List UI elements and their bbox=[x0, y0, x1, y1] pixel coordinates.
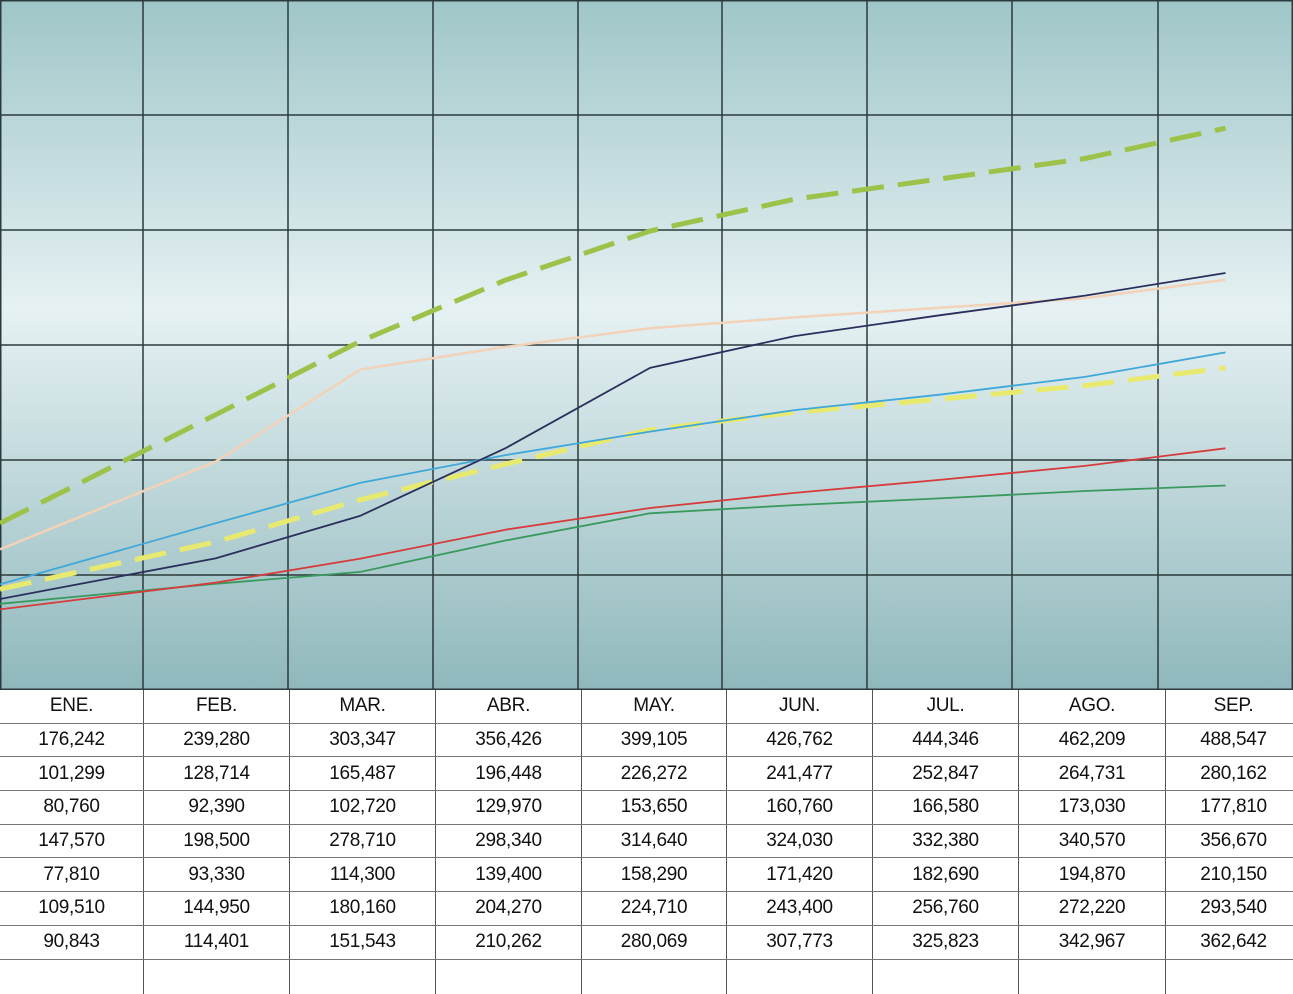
table-cell: 272,220 bbox=[1019, 892, 1166, 926]
table-cell: 165,487 bbox=[290, 757, 436, 791]
table-cell: 332,380 bbox=[873, 824, 1019, 858]
table-cell: 198,500 bbox=[144, 824, 290, 858]
table-cell: 342,967 bbox=[1019, 925, 1166, 959]
month-label: JUN. bbox=[727, 690, 873, 723]
table-cell: 426,762 bbox=[727, 723, 873, 757]
data-table: ENE.FEB.MAR.ABR.MAY.JUN.JUL.AGO.SEP.176,… bbox=[0, 690, 1293, 994]
table-cell: 210,150 bbox=[1166, 858, 1293, 892]
table-cell: 153,650 bbox=[582, 791, 727, 825]
table-cell: 77,810 bbox=[0, 858, 144, 892]
month-label: FEB. bbox=[144, 690, 290, 723]
table-cell: 252,847 bbox=[873, 757, 1019, 791]
table-cell: 194,870 bbox=[1019, 858, 1166, 892]
table-cell: 114,300 bbox=[290, 858, 436, 892]
month-label: ENE. bbox=[0, 690, 144, 723]
table-cell: 280,069 bbox=[582, 925, 727, 959]
month-label: AGO. bbox=[1019, 690, 1166, 723]
table-cell: 92,390 bbox=[144, 791, 290, 825]
table-cell: 298,340 bbox=[436, 824, 582, 858]
table-cell: 224,710 bbox=[582, 892, 727, 926]
table-cell-empty bbox=[1166, 959, 1293, 994]
table-cell: 243,400 bbox=[727, 892, 873, 926]
table-cell: 180,160 bbox=[290, 892, 436, 926]
table-cell: 158,290 bbox=[582, 858, 727, 892]
month-label: MAY. bbox=[582, 690, 727, 723]
table-cell: 80,760 bbox=[0, 791, 144, 825]
table-cell: 293,540 bbox=[1166, 892, 1293, 926]
table-cell: 307,773 bbox=[727, 925, 873, 959]
table-cell: 160,760 bbox=[727, 791, 873, 825]
table-cell: 90,843 bbox=[0, 925, 144, 959]
table-cell: 226,272 bbox=[582, 757, 727, 791]
table-cell: 102,720 bbox=[290, 791, 436, 825]
table-cell: 340,570 bbox=[1019, 824, 1166, 858]
table-cell: 151,543 bbox=[290, 925, 436, 959]
table-cell: 177,810 bbox=[1166, 791, 1293, 825]
table-cell: 399,105 bbox=[582, 723, 727, 757]
table-cell-empty bbox=[1019, 959, 1166, 994]
table-cell: 114,401 bbox=[144, 925, 290, 959]
line-chart bbox=[0, 0, 1293, 690]
table-cell: 129,970 bbox=[436, 791, 582, 825]
month-label: SEP. bbox=[1166, 690, 1293, 723]
table-header-row: ENE.FEB.MAR.ABR.MAY.JUN.JUL.AGO.SEP. bbox=[0, 690, 1293, 723]
month-label: JUL. bbox=[873, 690, 1019, 723]
table-cell: 256,760 bbox=[873, 892, 1019, 926]
table-cell: 362,642 bbox=[1166, 925, 1293, 959]
table-cell: 210,262 bbox=[436, 925, 582, 959]
table-cell: 93,330 bbox=[144, 858, 290, 892]
table-cell: 314,640 bbox=[582, 824, 727, 858]
table-cell: 139,400 bbox=[436, 858, 582, 892]
month-label: ABR. bbox=[436, 690, 582, 723]
table-row-empty bbox=[0, 959, 1293, 994]
table-cell-empty bbox=[727, 959, 873, 994]
table-cell-empty bbox=[0, 959, 144, 994]
table-cell-empty bbox=[582, 959, 727, 994]
month-label: MAR. bbox=[290, 690, 436, 723]
table-cell: 324,030 bbox=[727, 824, 873, 858]
table-cell: 109,510 bbox=[0, 892, 144, 926]
table-cell: 144,950 bbox=[144, 892, 290, 926]
table-cell: 356,670 bbox=[1166, 824, 1293, 858]
table-cell: 173,030 bbox=[1019, 791, 1166, 825]
table-cell: 356,426 bbox=[436, 723, 582, 757]
table-cell: 278,710 bbox=[290, 824, 436, 858]
table-cell: 204,270 bbox=[436, 892, 582, 926]
table-cell: 147,570 bbox=[0, 824, 144, 858]
table-cell: 264,731 bbox=[1019, 757, 1166, 791]
table-cell: 176,242 bbox=[0, 723, 144, 757]
table-cell-empty bbox=[144, 959, 290, 994]
table-cell: 488,547 bbox=[1166, 723, 1293, 757]
table-cell: 241,477 bbox=[727, 757, 873, 791]
table-cell: 239,280 bbox=[144, 723, 290, 757]
table-cell: 182,690 bbox=[873, 858, 1019, 892]
table-cell: 166,580 bbox=[873, 791, 1019, 825]
table-cell: 101,299 bbox=[0, 757, 144, 791]
table-cell: 171,420 bbox=[727, 858, 873, 892]
table-cell-empty bbox=[873, 959, 1019, 994]
table-cell: 128,714 bbox=[144, 757, 290, 791]
table-cell: 303,347 bbox=[290, 723, 436, 757]
table-cell: 444,346 bbox=[873, 723, 1019, 757]
table-cell: 280,162 bbox=[1166, 757, 1293, 791]
table-cell-empty bbox=[436, 959, 582, 994]
table-cell-empty bbox=[290, 959, 436, 994]
table-cell: 462,209 bbox=[1019, 723, 1166, 757]
table-cell: 325,823 bbox=[873, 925, 1019, 959]
chart-plot-area bbox=[0, 0, 1293, 690]
table-cell: 196,448 bbox=[436, 757, 582, 791]
